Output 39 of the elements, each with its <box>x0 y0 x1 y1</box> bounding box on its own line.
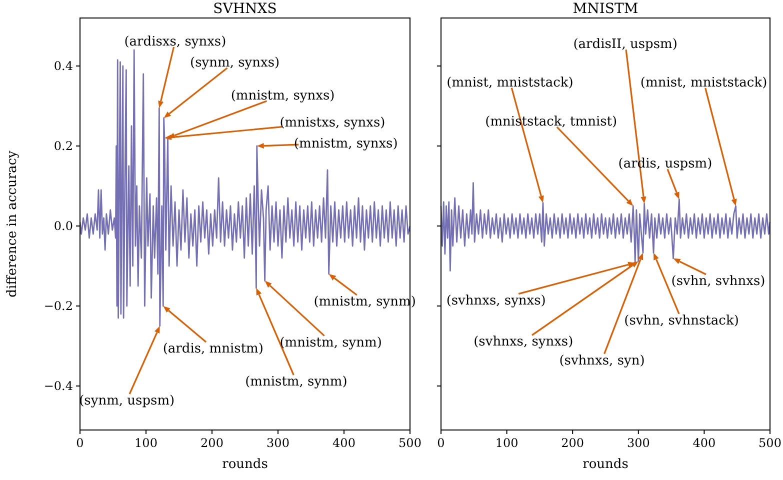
x-tick-label: 0 <box>76 436 84 450</box>
annotation: (mnistm, synxs) <box>230 88 335 104</box>
annotation: (svhnxs, syn) <box>559 353 645 368</box>
annotation: (svhnxs, synxs) <box>446 293 546 308</box>
y-tick-label: −0.2 <box>44 299 73 313</box>
y-axis-title: difference in accuracy <box>5 150 20 298</box>
x-tick-label: 100 <box>134 436 158 450</box>
annotation: (mnist, mniststack) <box>446 75 574 90</box>
x-tick-label: 400 <box>332 436 356 450</box>
x-tick-label: 0 <box>437 436 445 450</box>
y-tick-label: 0.0 <box>54 219 73 233</box>
x-tick-label: 200 <box>561 436 584 450</box>
x-tick-label: 500 <box>758 436 782 450</box>
y-tick-label: 0.4 <box>54 59 74 73</box>
x-tick-label: 300 <box>266 436 290 450</box>
annotation: (mnistm, synm) <box>280 335 382 350</box>
annotation: (svhn, svhnxs) <box>671 274 766 289</box>
annotation: (ardisxs, synxs) <box>124 34 226 50</box>
chart-title: MNISTM <box>572 1 638 17</box>
annotation: (mnist, mniststack) <box>640 76 768 90</box>
x-tick-label: 300 <box>626 436 650 450</box>
annotation: (ardis, mnistm) <box>162 342 264 356</box>
annotation: (mnistxs, synxs) <box>280 116 386 130</box>
x-tick-label: 400 <box>692 436 716 450</box>
annotation: (svhnxs, synxs) <box>474 334 574 350</box>
annotation: (mnistm, synxs) <box>294 136 398 152</box>
annotation: (ardisII, uspsm) <box>573 37 678 52</box>
annotation: (synm, synxs) <box>190 56 280 70</box>
annotation: (svhn, svhnstack) <box>624 313 739 328</box>
y-tick-label: 0.2 <box>54 139 73 153</box>
y-tick-label: −0.4 <box>44 379 74 393</box>
x-tick-label: 200 <box>200 436 224 450</box>
chart-title: SVHNXS <box>213 1 277 17</box>
x-axis-title: rounds <box>222 457 268 472</box>
annotation: (synm, uspsm) <box>79 394 175 408</box>
annotation: (mnistm, synm) <box>245 374 348 390</box>
x-tick-label: 500 <box>398 436 422 450</box>
x-axis-title: rounds <box>582 457 628 472</box>
x-tick-label: 100 <box>495 436 518 450</box>
